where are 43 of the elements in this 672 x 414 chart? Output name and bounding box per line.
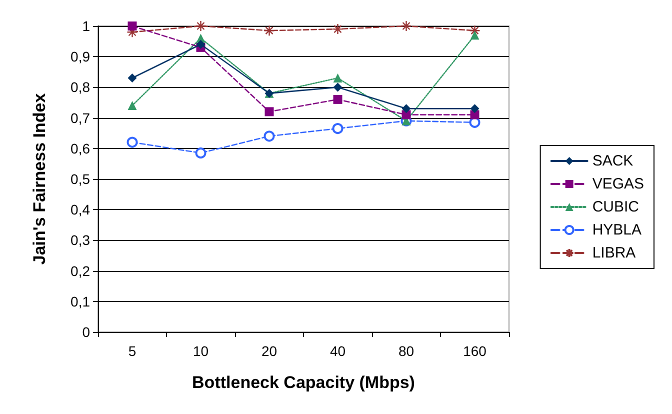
x-tick-label: 40 — [330, 343, 346, 359]
legend-label: HYBLA — [592, 222, 642, 238]
point — [332, 23, 344, 35]
x-tick-label: 20 — [261, 343, 278, 359]
x-tick-label: 160 — [463, 343, 487, 359]
y-tick-label: 0,5 — [70, 171, 90, 187]
point — [470, 30, 480, 40]
y-tick-label: 1 — [82, 18, 90, 34]
y-tick-label: 0,2 — [70, 262, 90, 279]
point — [128, 101, 137, 110]
point — [195, 147, 206, 158]
x-tick-label: 5 — [128, 343, 136, 359]
point — [400, 20, 412, 32]
y-tick-label: 0 — [82, 324, 90, 340]
point — [128, 22, 137, 30]
point — [264, 130, 275, 142]
point — [264, 107, 274, 116]
point — [333, 74, 342, 83]
x-axis-title: Bottleneck Capacity (Mbps) — [192, 373, 415, 392]
point — [196, 40, 206, 49]
point — [264, 24, 275, 36]
point — [128, 74, 137, 83]
point — [333, 94, 342, 104]
point — [195, 20, 206, 32]
y-tick-label: 0,6 — [70, 140, 90, 156]
x-tick-label: 10 — [192, 343, 209, 359]
point — [333, 82, 342, 92]
legend-label: SACK — [592, 152, 634, 170]
y-tick-label: 0,3 — [70, 232, 90, 248]
y-tick-label: 0,7 — [70, 110, 90, 126]
y-tick-label: 0,8 — [70, 79, 90, 96]
x-tick-label: 80 — [398, 343, 414, 359]
point — [126, 136, 138, 148]
point — [332, 123, 344, 134]
legend-label: VEGAS — [592, 176, 644, 192]
y-axis-title: Jain's Fairness Index — [30, 92, 49, 265]
y-tick-label: 0,1 — [70, 293, 90, 310]
y-tick-label: 0,9 — [70, 48, 90, 65]
legend-label: CUBIC — [592, 198, 640, 216]
y-tick-label: 0,4 — [70, 202, 90, 218]
point — [470, 104, 480, 114]
legend-label: LIBRA — [592, 244, 636, 262]
point — [402, 104, 411, 114]
